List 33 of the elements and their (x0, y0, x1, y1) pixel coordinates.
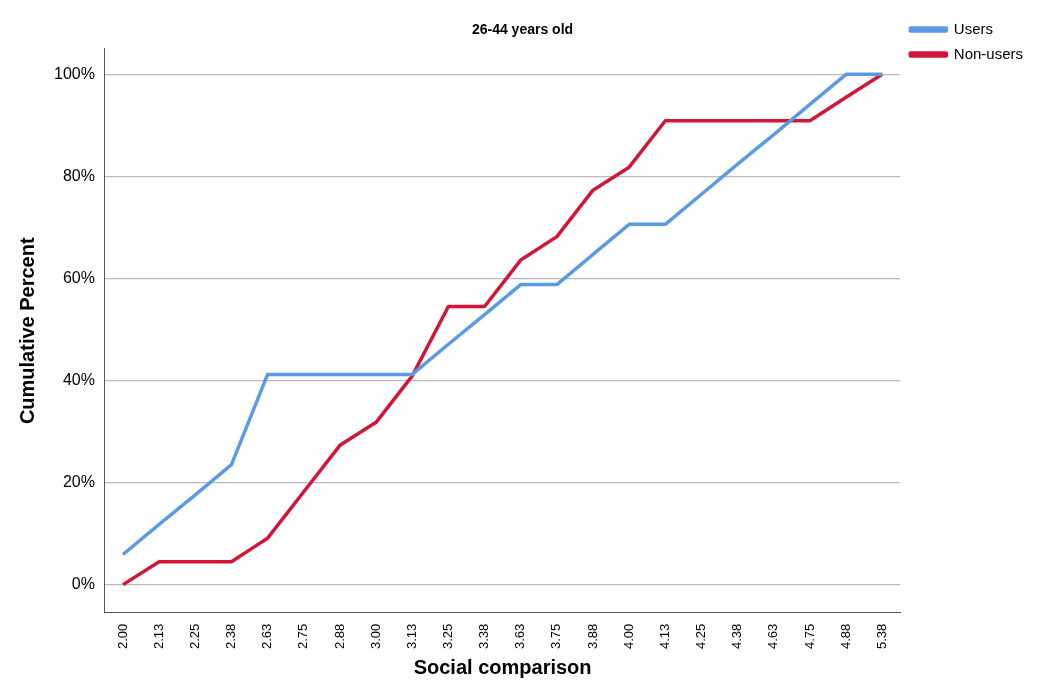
x-tick-label: 2.25 (186, 623, 202, 650)
x-axis-title: Social comparison (413, 655, 592, 678)
x-tick-label: 4.75 (801, 623, 817, 650)
x-tick-label: 4.63 (765, 623, 781, 650)
y-axis-title: Cumulative Percent (15, 237, 38, 425)
x-tick-label: 3.75 (548, 623, 564, 650)
x-tick-label: 3.25 (439, 623, 455, 650)
x-tick-label: 2.13 (150, 623, 166, 650)
x-tick-label: 4.00 (620, 623, 636, 650)
y-tick-label: 20% (62, 472, 95, 490)
chart-title: 26-44 years old (471, 21, 574, 38)
legend-label: Users (953, 19, 993, 37)
x-tick-label: 2.00 (114, 623, 130, 650)
x-tick-label: 4.88 (837, 623, 853, 650)
x-tick-label: 2.75 (295, 623, 311, 650)
x-tick-label: 3.88 (584, 623, 600, 650)
x-tick-label: 2.63 (259, 623, 275, 650)
x-tick-label: 4.38 (729, 623, 745, 650)
x-tick-label: 5.38 (873, 623, 889, 650)
x-tick-label: 3.00 (367, 623, 383, 650)
x-tick-label: 2.88 (331, 623, 347, 650)
y-tick-label: 60% (62, 268, 95, 286)
x-tick-label: 4.25 (693, 623, 709, 650)
y-tick-label: 80% (62, 166, 95, 184)
x-tick-label: 4.13 (656, 623, 672, 650)
x-tick-label: 3.38 (476, 623, 492, 650)
x-tick-label: 3.63 (512, 623, 528, 650)
y-tick-label: 100% (54, 64, 95, 82)
y-tick-label: 40% (62, 370, 95, 388)
x-tick-label: 2.38 (223, 623, 239, 650)
x-tick-label: 3.13 (403, 623, 419, 650)
legend-label: Non-users (953, 44, 1024, 62)
y-tick-label: 0% (71, 575, 95, 593)
